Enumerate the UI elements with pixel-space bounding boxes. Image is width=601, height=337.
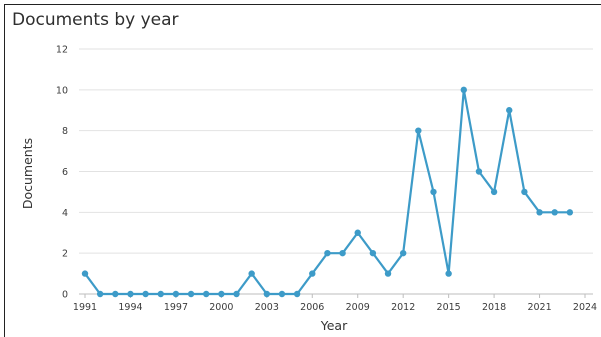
data-point[interactable] bbox=[218, 290, 225, 298]
data-point[interactable] bbox=[536, 209, 543, 216]
y-tick-label: 2 bbox=[62, 249, 68, 260]
data-point[interactable] bbox=[293, 290, 301, 298]
data-point[interactable] bbox=[309, 270, 316, 277]
y-tick-labels: 0 2 4 6 8 10 12 bbox=[56, 45, 68, 301]
y-tick-label: 10 bbox=[56, 85, 68, 96]
chart-title: Documents by year bbox=[12, 10, 179, 30]
grid-lines bbox=[79, 48, 593, 254]
x-tick-label: 2024 bbox=[573, 302, 597, 313]
data-point[interactable] bbox=[430, 188, 437, 196]
data-point[interactable] bbox=[460, 86, 467, 94]
x-tick-label: 1994 bbox=[118, 302, 142, 313]
data-point[interactable] bbox=[475, 168, 483, 175]
data-point[interactable] bbox=[339, 249, 346, 257]
y-tick-label: 6 bbox=[62, 167, 68, 178]
data-point[interactable] bbox=[142, 290, 149, 298]
x-tick-label: 2000 bbox=[209, 302, 233, 313]
data-point[interactable] bbox=[248, 270, 255, 277]
x-tick-label: 2006 bbox=[300, 302, 324, 313]
y-tick-label: 8 bbox=[62, 126, 68, 137]
y-axis-label: Documents bbox=[20, 138, 35, 209]
data-point[interactable] bbox=[203, 290, 210, 298]
y-tick-label: 12 bbox=[56, 45, 68, 56]
x-tick-label: 2018 bbox=[482, 302, 506, 313]
data-point[interactable] bbox=[445, 270, 452, 277]
series-documents bbox=[81, 86, 574, 298]
data-point[interactable] bbox=[233, 290, 240, 298]
data-point[interactable] bbox=[399, 249, 407, 257]
y-tick-label: 4 bbox=[62, 208, 68, 219]
data-point[interactable] bbox=[263, 290, 271, 298]
data-point[interactable] bbox=[384, 270, 392, 277]
chart-frame bbox=[4, 4, 601, 337]
y-tick-label: 0 bbox=[62, 290, 68, 301]
data-point[interactable] bbox=[278, 290, 286, 298]
data-point[interactable] bbox=[566, 209, 574, 216]
data-point[interactable] bbox=[415, 127, 422, 134]
data-point[interactable] bbox=[551, 209, 558, 216]
x-tick-labels: 1991 1994 1997 2000 2003 2006 2009 2012 2015 2018… bbox=[73, 302, 597, 313]
data-point[interactable] bbox=[112, 290, 119, 298]
data-point[interactable] bbox=[354, 229, 361, 236]
x-tick-label: 2003 bbox=[255, 302, 279, 313]
x-tick-label: 1997 bbox=[164, 302, 188, 313]
x-axis-label: Year bbox=[320, 318, 348, 333]
x-tick-label: 1991 bbox=[73, 302, 97, 313]
data-point[interactable] bbox=[157, 290, 164, 298]
data-point[interactable] bbox=[369, 249, 377, 257]
data-point[interactable] bbox=[81, 270, 89, 277]
data-point[interactable] bbox=[324, 249, 331, 257]
data-point[interactable] bbox=[506, 107, 513, 114]
x-tick-label: 2009 bbox=[346, 302, 370, 313]
x-tick-label: 2015 bbox=[437, 302, 461, 313]
data-point[interactable] bbox=[127, 290, 134, 298]
data-point[interactable] bbox=[172, 290, 180, 298]
data-point[interactable] bbox=[187, 290, 195, 298]
data-point[interactable] bbox=[490, 188, 498, 196]
data-point[interactable] bbox=[96, 290, 104, 298]
x-tick-label: 2021 bbox=[527, 302, 551, 313]
x-tick-label: 2012 bbox=[391, 302, 415, 313]
data-point[interactable] bbox=[521, 188, 528, 196]
